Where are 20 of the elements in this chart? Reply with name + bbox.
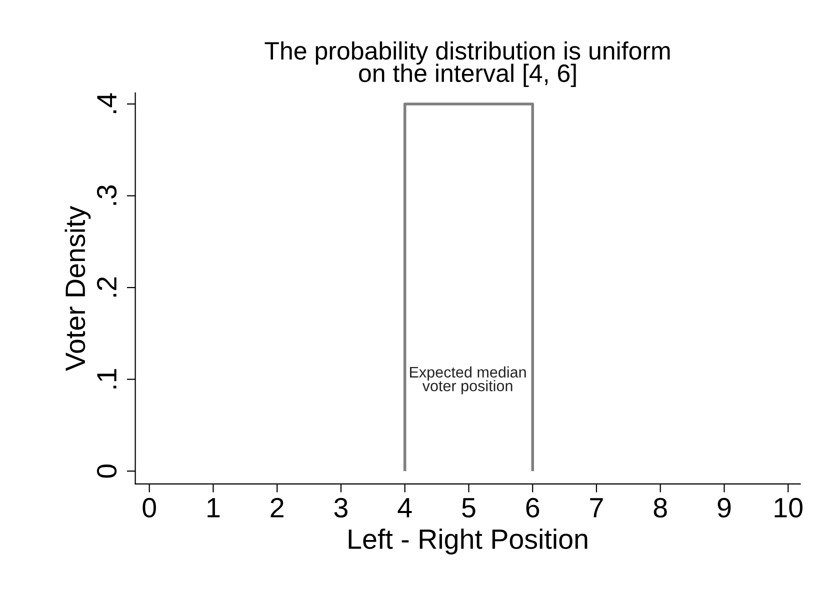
x-tick-label: 3 bbox=[334, 498, 348, 518]
x-tick-label: 8 bbox=[654, 498, 667, 518]
y-tick-label: .4 bbox=[97, 93, 116, 114]
y-tick-label: 0 bbox=[96, 464, 117, 478]
chart-title: The probability distribution is uniform on the interval [4, 6] bbox=[264, 41, 670, 88]
x-tick-label: 10 bbox=[774, 498, 802, 518]
x-tick-label: 2 bbox=[270, 498, 284, 518]
y-tick-label: .1 bbox=[97, 369, 116, 388]
x-tick-label: 9 bbox=[718, 498, 731, 518]
y-tick-label: .2 bbox=[96, 277, 116, 297]
x-axis-title: Left - Right Position bbox=[348, 528, 588, 554]
x-tick-label: 5 bbox=[462, 498, 476, 518]
x-tick-label: 7 bbox=[590, 498, 603, 518]
annotation: Expected median voter position bbox=[410, 366, 526, 394]
x-tick-label: 0 bbox=[142, 498, 156, 518]
y-axis-title: Voter Density bbox=[64, 206, 91, 371]
x-tick-label: 4 bbox=[398, 498, 412, 518]
x-tick-label: 6 bbox=[526, 498, 540, 518]
y-tick-label: .3 bbox=[96, 185, 117, 205]
x-tick-label: 1 bbox=[208, 498, 220, 518]
